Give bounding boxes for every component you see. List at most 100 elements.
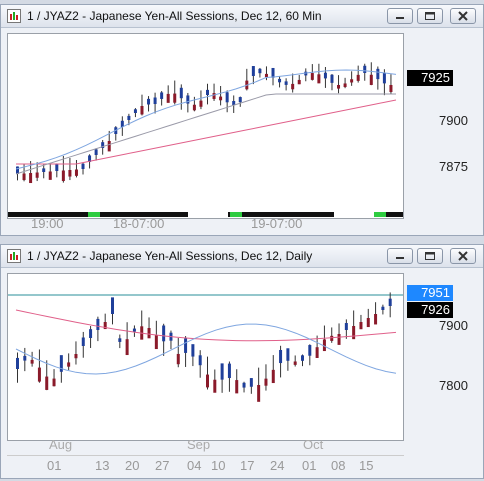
candle [225, 90, 229, 113]
candle [220, 363, 224, 393]
y-axis-label: 7800 [439, 378, 468, 393]
chart-window-icon [7, 249, 21, 263]
resistance-price-box: 7951 [407, 285, 453, 301]
candle [23, 347, 27, 372]
day-label: 04 [187, 458, 202, 473]
candle [249, 378, 253, 394]
day-label: 27 [155, 458, 170, 473]
candle [257, 367, 261, 402]
candle [323, 67, 327, 88]
day-label: 13 [95, 458, 110, 473]
day-label: 15 [359, 458, 374, 473]
candle [74, 159, 78, 178]
session-bar [8, 212, 403, 217]
candle [212, 83, 216, 101]
candle [67, 353, 71, 370]
candle [103, 313, 107, 330]
chart-window-icon [7, 9, 21, 23]
minimize-button[interactable] [387, 248, 413, 264]
candle [42, 164, 46, 179]
candle [147, 317, 151, 339]
candle [48, 163, 52, 180]
title-bar[interactable]: 1 / JYAZ2 - Japanese Yen-All Sessions, D… [1, 5, 483, 28]
slow-moving-average [15, 309, 397, 342]
candle [242, 381, 246, 393]
candle [330, 327, 334, 343]
candle [317, 63, 321, 84]
candle [68, 157, 72, 181]
candle [111, 297, 114, 325]
candle [120, 116, 124, 136]
candle [191, 344, 195, 367]
price-plot[interactable] [7, 273, 404, 441]
candle [173, 80, 177, 105]
close-button[interactable] [450, 8, 476, 24]
restore-button[interactable] [417, 8, 443, 24]
candle [140, 94, 144, 116]
close-icon [458, 11, 468, 21]
candle [363, 63, 367, 81]
candle [184, 336, 188, 367]
candle [96, 316, 100, 342]
candle [251, 66, 255, 85]
window-title: 1 / JYAZ2 - Japanese Yen-All Sessions, D… [27, 249, 313, 263]
candle [206, 83, 209, 105]
candle [352, 310, 356, 340]
x-axis-label: 19-07:00 [251, 216, 303, 231]
candle [278, 76, 282, 88]
slow-moving-average [16, 99, 397, 165]
top-chart-window[interactable]: 1 / JYAZ2 - Japanese Yen-All Sessions, D… [0, 4, 484, 236]
candle [162, 323, 166, 356]
candle [389, 74, 393, 94]
last-price-box: 7925 [407, 70, 453, 86]
title-bar[interactable]: 1 / JYAZ2 - Japanese Yen-All Sessions, D… [1, 245, 483, 268]
day-label: 01 [47, 458, 62, 473]
restore-icon [425, 252, 435, 260]
month-label: Sep [187, 437, 211, 452]
candlestick-chart [8, 62, 403, 217]
candle [169, 330, 173, 350]
candle [258, 67, 262, 78]
candle [219, 86, 223, 106]
x-axis-label: 19:00 [31, 216, 64, 231]
day-label: 10 [211, 458, 226, 473]
candle [199, 90, 203, 110]
candle [179, 84, 183, 110]
candle [366, 308, 370, 328]
candle [359, 314, 363, 330]
day-label: 20 [125, 458, 140, 473]
candle [264, 364, 268, 391]
candle [235, 369, 239, 394]
candle [176, 337, 180, 368]
candle [45, 360, 49, 391]
candle [343, 77, 347, 89]
candle [308, 344, 312, 366]
candle [301, 354, 304, 367]
y-axis-label: 7875 [439, 159, 468, 174]
candle [154, 320, 158, 350]
close-icon [458, 251, 468, 261]
price-plot[interactable] [7, 33, 404, 219]
candle [125, 322, 129, 356]
candle [213, 369, 217, 393]
candle [356, 65, 360, 83]
candle [374, 302, 378, 325]
candlestick-chart [8, 292, 403, 402]
x-axis-label: 18-07:00 [113, 216, 165, 231]
day-label: 08 [331, 458, 346, 473]
candle [198, 350, 202, 378]
candle [192, 96, 196, 112]
close-button[interactable] [450, 248, 476, 264]
candle [118, 334, 122, 349]
candle [337, 75, 341, 94]
candle [388, 292, 392, 318]
candle [16, 352, 19, 383]
minimize-button[interactable] [387, 8, 413, 24]
candle [89, 326, 93, 348]
restore-button[interactable] [417, 248, 443, 264]
candle [297, 74, 301, 85]
candle [186, 92, 190, 113]
candle [147, 96, 151, 112]
bottom-chart-window[interactable]: 1 / JYAZ2 - Japanese Yen-All Sessions, D… [0, 244, 484, 479]
candle [271, 355, 275, 384]
